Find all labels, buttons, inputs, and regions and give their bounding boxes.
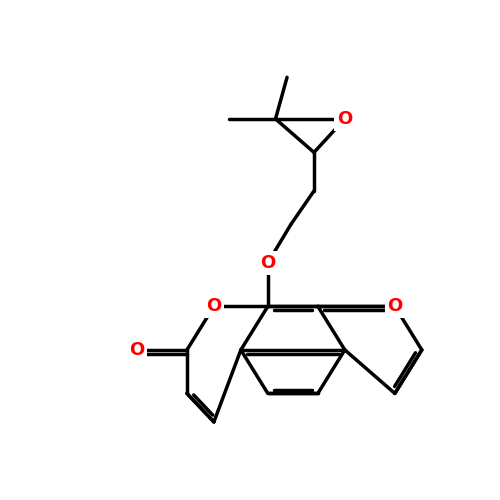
Text: O: O <box>130 341 144 359</box>
Text: O: O <box>337 110 352 128</box>
Text: O: O <box>260 254 276 272</box>
Text: O: O <box>387 298 402 316</box>
Text: O: O <box>206 298 222 316</box>
